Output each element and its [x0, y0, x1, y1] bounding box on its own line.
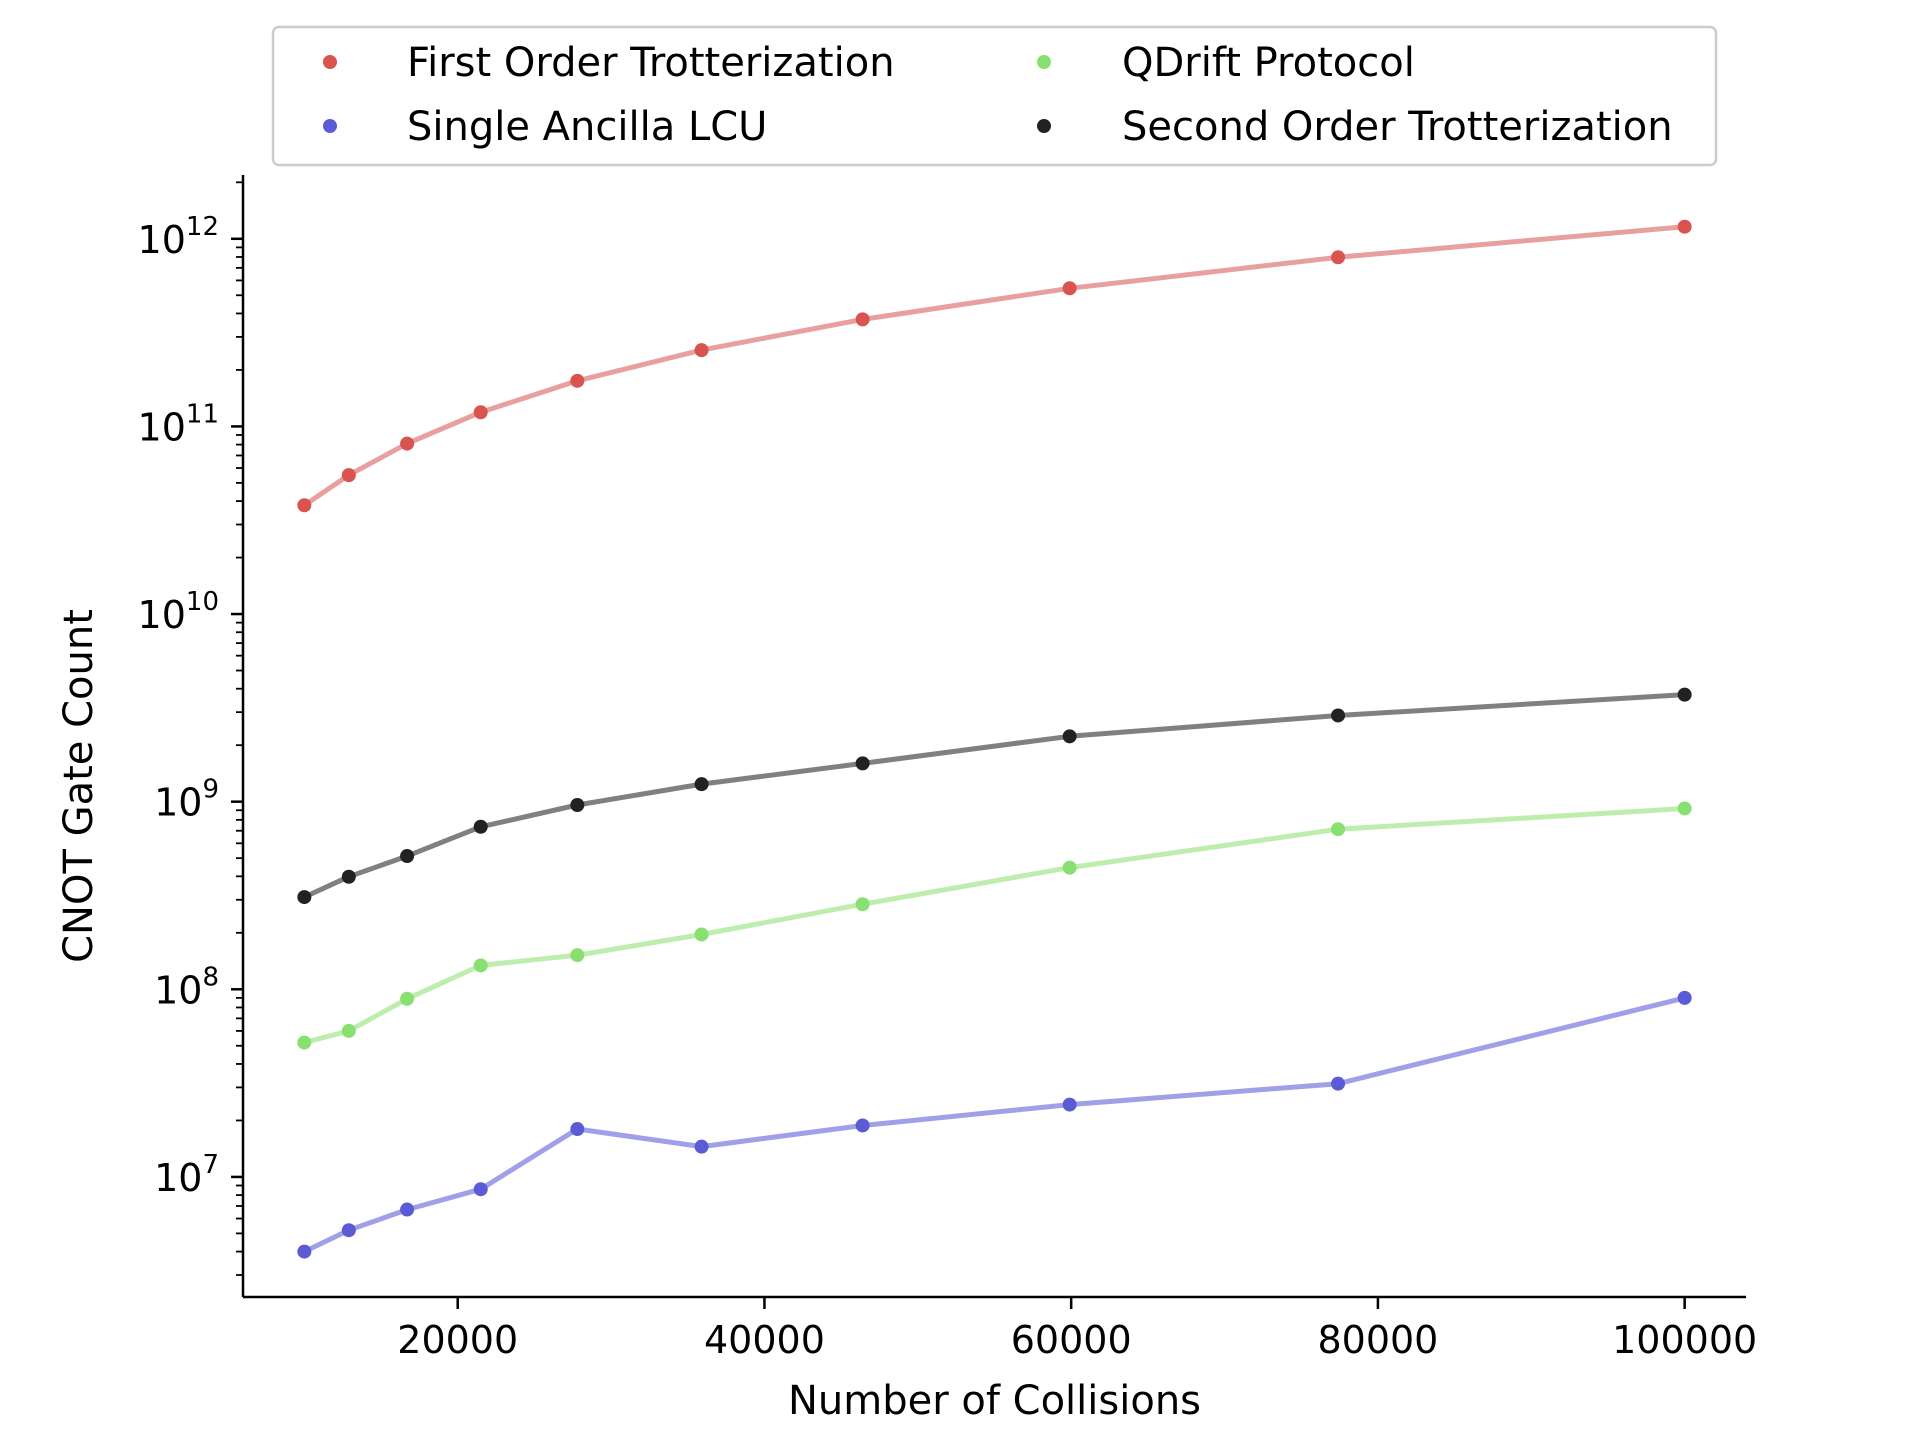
data-point — [400, 436, 415, 451]
data-point — [341, 1223, 356, 1238]
data-point — [473, 819, 488, 834]
data-point — [855, 756, 870, 771]
y-tick-base: 10 — [138, 593, 186, 637]
data-point — [400, 1202, 415, 1217]
legend-marker — [1037, 55, 1051, 69]
data-point — [1331, 1076, 1346, 1091]
legend-marker — [323, 119, 337, 133]
series-line — [301, 224, 1688, 508]
y-tick-label: 1011 — [138, 399, 219, 449]
y-tick-base: 10 — [154, 968, 202, 1012]
y-tick-exponent: 11 — [186, 399, 219, 429]
y-tick-label: 108 — [154, 962, 219, 1012]
y-tick-exponent: 10 — [186, 587, 219, 617]
x-tick-label: 100000 — [1612, 1318, 1757, 1362]
x-ticks: 20000 40000 60000 80000 100000 — [397, 1297, 1757, 1362]
y-tick-base: 10 — [138, 218, 186, 262]
series-line — [301, 806, 1688, 1046]
y-tick-base: 10 — [138, 405, 186, 449]
legend-box — [271, 25, 1718, 167]
data-point — [1677, 219, 1692, 234]
legend-marker — [323, 55, 337, 69]
data-point — [694, 343, 709, 358]
data-point — [1677, 687, 1692, 702]
series-1 — [297, 219, 1692, 513]
legend-item: First Order Trotterization — [323, 40, 895, 86]
data-point — [855, 1118, 870, 1133]
data-point — [1677, 801, 1692, 816]
y-tick-exponent: 7 — [202, 1150, 219, 1180]
data-point — [694, 927, 709, 942]
legend-label: First Order Trotterization — [407, 40, 895, 86]
y-tick-base: 10 — [154, 1156, 202, 1200]
legend: First Order Trotterization Single Ancilla… — [271, 25, 1718, 167]
y-tick-label: 107 — [154, 1150, 219, 1200]
y-minor-ticks — [236, 181, 243, 1276]
data-point — [694, 1139, 709, 1154]
series-2 — [297, 990, 1692, 1259]
x-tick-label: 40000 — [704, 1318, 825, 1362]
data-point — [1062, 1097, 1077, 1112]
data-point — [473, 1182, 488, 1197]
y-tick-exponent: 9 — [202, 775, 219, 805]
data-point — [1331, 708, 1346, 723]
legend-label: Single Ancilla LCU — [407, 104, 767, 150]
x-tick-label: 60000 — [1011, 1318, 1132, 1362]
y-tick-exponent: 12 — [186, 212, 219, 242]
y-tick-label: 1012 — [138, 212, 219, 262]
series-line — [301, 692, 1688, 900]
y-tick-exponent: 8 — [202, 962, 219, 992]
plot-series — [297, 219, 1692, 1259]
y-axis-label: CNOT Gate Count — [56, 609, 102, 963]
legend-item: Single Ancilla LCU — [323, 104, 767, 150]
data-point — [1331, 822, 1346, 837]
data-point — [341, 869, 356, 884]
x-tick-label: 80000 — [1317, 1318, 1438, 1362]
data-point — [570, 797, 585, 812]
legend-item: QDrift Protocol — [1037, 40, 1415, 86]
x-axis-label: Number of Collisions — [788, 1378, 1201, 1424]
data-point — [400, 849, 415, 864]
legend-label: QDrift Protocol — [1122, 40, 1415, 86]
x-tick-label: 20000 — [397, 1318, 518, 1362]
legend-label: Second Order Trotterization — [1122, 104, 1673, 150]
data-point — [855, 897, 870, 912]
data-point — [855, 312, 870, 327]
y-tick-label: 1010 — [138, 587, 219, 637]
data-point — [570, 373, 585, 388]
axes: 20000 40000 60000 80000 100000 1071081091010… — [138, 175, 1757, 1362]
data-point — [341, 1023, 356, 1038]
data-point — [400, 991, 415, 1006]
legend-marker — [1037, 119, 1051, 133]
data-point — [297, 498, 312, 513]
data-point — [570, 1122, 585, 1137]
data-point — [570, 948, 585, 963]
data-point — [297, 1244, 312, 1259]
data-point — [473, 958, 488, 973]
legend-item: Second Order Trotterization — [1037, 104, 1673, 150]
data-point — [1062, 281, 1077, 296]
series-4 — [297, 687, 1692, 905]
data-point — [473, 405, 488, 420]
data-point — [341, 468, 356, 483]
series-line — [301, 995, 1688, 1255]
data-point — [1062, 729, 1077, 744]
data-point — [297, 890, 312, 905]
data-point — [297, 1035, 312, 1050]
y-tick-base: 10 — [154, 781, 202, 825]
y-tick-label: 109 — [154, 775, 219, 825]
data-point — [694, 777, 709, 792]
data-point — [1062, 860, 1077, 875]
data-point — [1677, 990, 1692, 1005]
data-point — [1331, 250, 1346, 265]
series-3 — [297, 801, 1692, 1050]
